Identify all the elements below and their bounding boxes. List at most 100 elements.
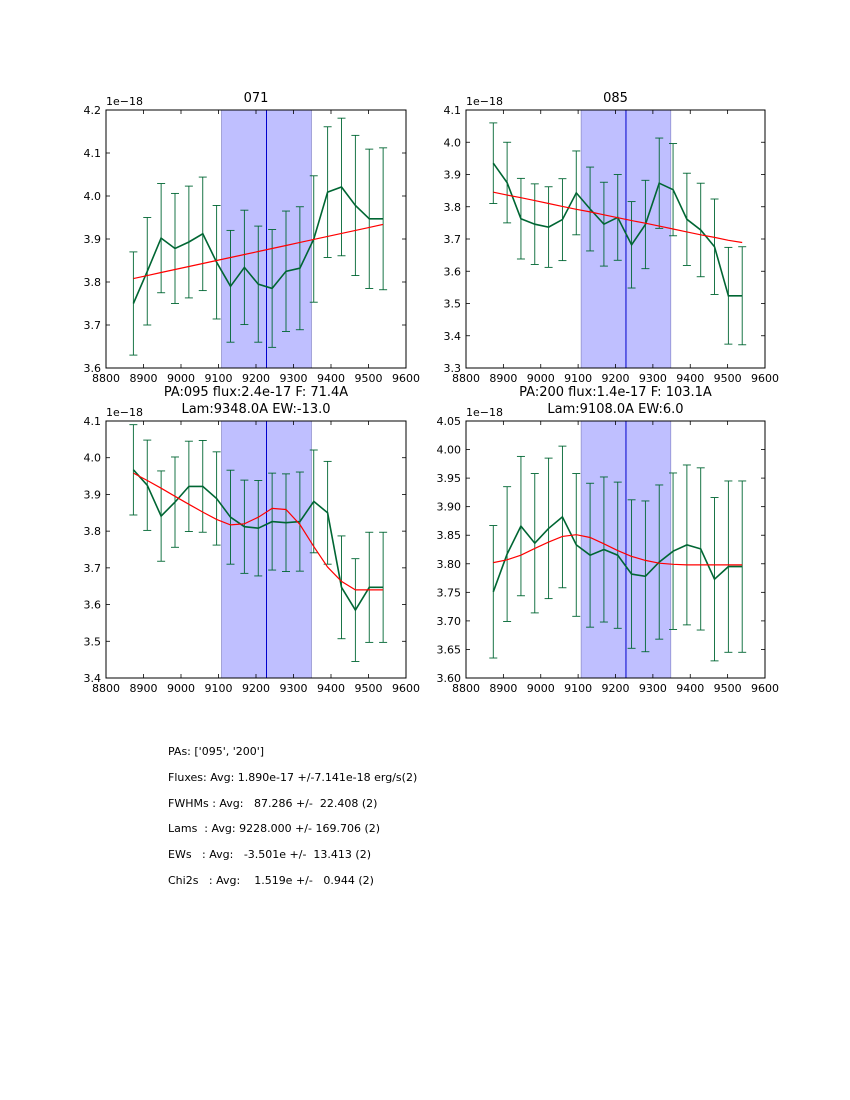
y-tick-label: 3.80 bbox=[437, 558, 462, 571]
y-tick-label: 4.1 bbox=[444, 104, 462, 117]
chart-panel-1: 8800 8900 9000 9100 9200 9300 9400 9500 9600 3.6 3… bbox=[84, 91, 421, 385]
x-tick-label: 9100 bbox=[205, 372, 233, 385]
series-line-fit bbox=[493, 191, 743, 244]
stat-chi2s: Chi2s : Avg: 1.519e +/- 0.944 (2) bbox=[168, 873, 374, 887]
series-line-flux bbox=[132, 186, 384, 304]
x-tick-label: 9400 bbox=[676, 682, 704, 695]
chart-subtitle: Lam:9348.0A EW:-13.0 bbox=[181, 402, 330, 417]
error-bar bbox=[379, 147, 388, 291]
y-offset-label: 1e−18 bbox=[106, 95, 143, 108]
y-tick-label: 4.05 bbox=[437, 415, 462, 428]
error-bar bbox=[129, 251, 138, 356]
y-tick-label: 3.8 bbox=[84, 525, 102, 538]
y-tick-label: 3.8 bbox=[444, 201, 462, 214]
x-tick-label: 9200 bbox=[242, 682, 270, 695]
y-tick-label: 3.7 bbox=[84, 319, 102, 332]
x-tick-label: 9400 bbox=[317, 372, 345, 385]
x-tick-label: 9100 bbox=[205, 682, 233, 695]
x-tick-label: 8900 bbox=[130, 682, 158, 695]
x-tick-label: 9300 bbox=[639, 682, 667, 695]
x-tick-label: 9100 bbox=[564, 682, 592, 695]
chart-subtitle: Lam:9108.0A EW:6.0 bbox=[547, 402, 683, 417]
x-tick-label: 9600 bbox=[751, 682, 779, 695]
series-line-fit bbox=[493, 534, 743, 566]
y-tick-label: 3.9 bbox=[84, 488, 102, 501]
x-tick-label: 9600 bbox=[751, 372, 779, 385]
chart-title: PA:095 flux:2.4e-17 F: 71.4A bbox=[164, 385, 348, 400]
x-tick-label: 9500 bbox=[714, 682, 742, 695]
y-tick-label: 3.8 bbox=[84, 276, 102, 289]
stat-fluxes: Fluxes: Avg: 1.890e-17 +/-7.141e-18 erg/… bbox=[168, 770, 418, 784]
x-tick-label: 9100 bbox=[564, 372, 592, 385]
y-tick-label: 3.60 bbox=[437, 672, 462, 685]
x-tick-label: 9400 bbox=[676, 372, 704, 385]
x-tick-label: 8900 bbox=[489, 372, 517, 385]
series-line-fit bbox=[133, 223, 384, 280]
y-tick-label: 4.1 bbox=[84, 147, 102, 160]
y-tick-label: 3.6 bbox=[444, 265, 462, 278]
y-tick-label: 3.90 bbox=[437, 501, 462, 514]
chart-title: 071 bbox=[244, 91, 269, 106]
y-tick-label: 3.75 bbox=[437, 586, 462, 599]
stat-lams: Lams : Avg: 9228.000 +/- 169.706 (2) bbox=[168, 822, 381, 836]
y-tick-label: 4.0 bbox=[444, 136, 462, 149]
x-tick-label: 9600 bbox=[392, 372, 420, 385]
x-tick-label: 9000 bbox=[527, 682, 555, 695]
x-tick-label: 9300 bbox=[639, 372, 667, 385]
error-bar bbox=[738, 480, 747, 653]
y-tick-label: 3.5 bbox=[84, 635, 102, 648]
y-tick-label: 3.65 bbox=[437, 643, 462, 656]
y-tick-label: 3.95 bbox=[437, 472, 462, 485]
x-tick-label: 8800 bbox=[92, 372, 120, 385]
y-tick-label: 4.00 bbox=[437, 444, 462, 457]
x-tick-label: 9000 bbox=[167, 372, 195, 385]
x-tick-label: 9000 bbox=[167, 682, 195, 695]
y-tick-label: 3.6 bbox=[84, 599, 102, 612]
x-tick-label: 8800 bbox=[452, 372, 480, 385]
y-tick-label: 3.70 bbox=[437, 615, 462, 628]
x-tick-label: 9200 bbox=[602, 372, 630, 385]
stat-pas: PAs: ['095', '200'] bbox=[168, 745, 265, 758]
x-tick-label: 9400 bbox=[317, 682, 345, 695]
y-tick-label: 3.3 bbox=[444, 362, 462, 375]
y-tick-label: 3.7 bbox=[444, 233, 462, 246]
y-offset-label: 1e−18 bbox=[106, 406, 143, 419]
chart-title: PA:200 flux:1.4e-17 F: 103.1A bbox=[519, 385, 712, 400]
x-tick-label: 9300 bbox=[280, 372, 308, 385]
y-tick-label: 3.7 bbox=[84, 562, 102, 575]
y-tick-label: 3.6 bbox=[84, 362, 102, 375]
y-tick-label: 4.0 bbox=[84, 452, 102, 465]
error-bar bbox=[738, 246, 747, 346]
y-tick-label: 4.2 bbox=[84, 104, 102, 117]
x-tick-label: 8900 bbox=[130, 372, 158, 385]
chart-panel-3: 8800 8900 9000 9100 9200 9300 9400 9500 9600 3.4 3… bbox=[84, 385, 421, 695]
x-tick-label: 9600 bbox=[392, 682, 420, 695]
chart-title: 085 bbox=[603, 91, 628, 106]
chart-panel-4: 8800 8900 9000 9100 9200 9300 9400 9500 9600 3.60… bbox=[437, 385, 780, 695]
chart-panel-2: 8800 8900 9000 9100 9200 9300 9400 9500 9600 3.3 3… bbox=[444, 91, 780, 385]
x-tick-label: 9200 bbox=[602, 682, 630, 695]
y-tick-label: 3.9 bbox=[444, 169, 462, 182]
x-tick-label: 9500 bbox=[714, 372, 742, 385]
x-tick-label: 9000 bbox=[527, 372, 555, 385]
y-offset-label: 1e−18 bbox=[466, 95, 503, 108]
y-tick-label: 3.85 bbox=[437, 529, 462, 542]
y-tick-label: 3.4 bbox=[84, 672, 102, 685]
stat-ews: EWs : Avg: -3.501e +/- 13.413 (2) bbox=[168, 848, 371, 862]
y-tick-label: 4.1 bbox=[84, 415, 102, 428]
x-tick-label: 9500 bbox=[355, 372, 383, 385]
stat-fwhms: FWHMs : Avg: 87.286 +/- 22.408 (2) bbox=[168, 796, 378, 810]
summary-stats: PAs: ['095', '200'] Fluxes: Avg: 1.890e-… bbox=[168, 745, 417, 900]
error-bar bbox=[379, 531, 388, 643]
y-tick-label: 4.0 bbox=[84, 190, 102, 203]
x-tick-label: 8800 bbox=[92, 682, 120, 695]
x-tick-label: 9200 bbox=[242, 372, 270, 385]
x-tick-label: 9300 bbox=[280, 682, 308, 695]
series-line-fit bbox=[133, 472, 384, 591]
y-tick-label: 3.4 bbox=[444, 330, 462, 343]
series-line-flux bbox=[132, 469, 384, 612]
x-tick-label: 8900 bbox=[489, 682, 517, 695]
x-tick-label: 8800 bbox=[452, 682, 480, 695]
y-tick-label: 3.5 bbox=[444, 298, 462, 311]
